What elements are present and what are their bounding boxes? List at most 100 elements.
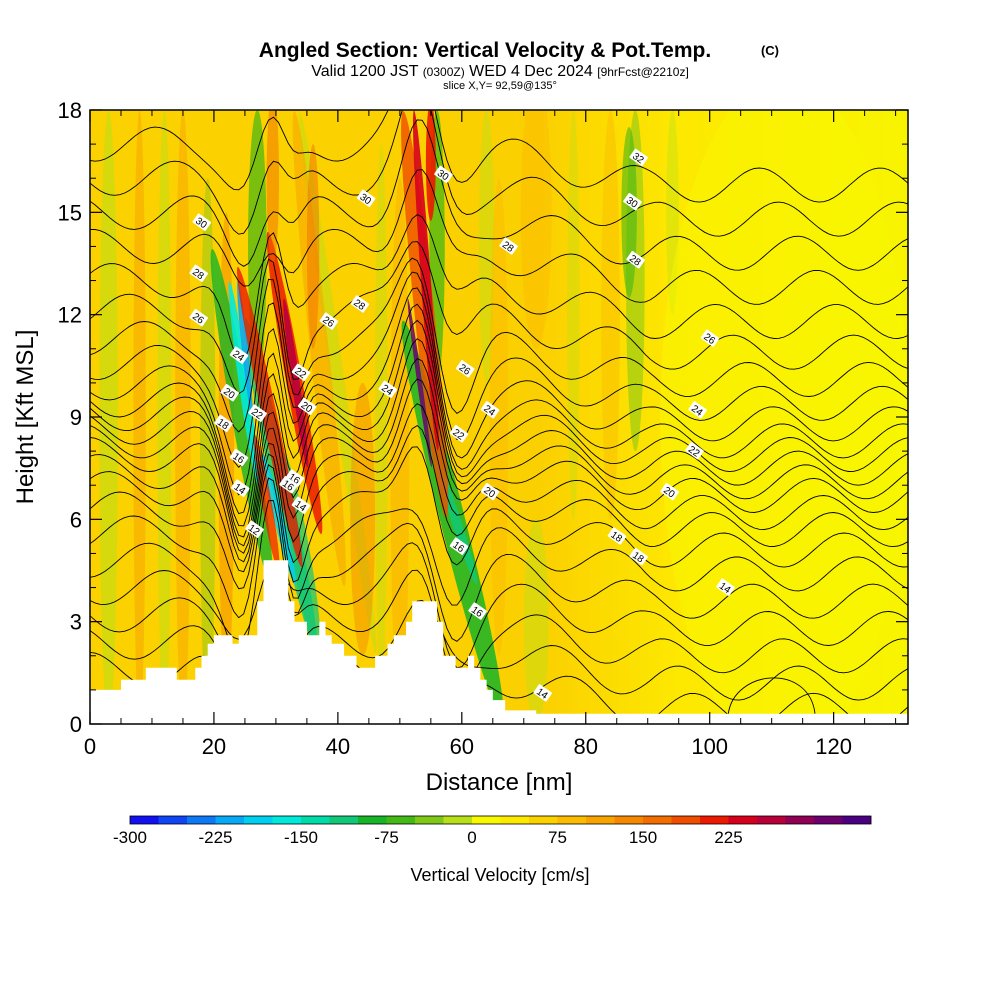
theta-contour-label-bg <box>700 329 720 347</box>
theta-contour-label: 22 <box>685 441 704 460</box>
theta-contour-label-bg <box>248 404 267 422</box>
theta-contour-line <box>90 110 908 203</box>
colorbar-swatch <box>586 816 615 824</box>
y-tick-label: 12 <box>58 303 82 328</box>
velocity-band <box>306 144 320 349</box>
theta-contour-label: 22 <box>248 404 267 422</box>
colorbar-tick-label: -75 <box>374 828 399 847</box>
colorbar-tick-label: 0 <box>467 828 476 847</box>
theta-contour-label: 20 <box>480 482 500 501</box>
velocity-band <box>567 110 580 520</box>
theta-contour-label-bg <box>499 237 518 255</box>
colorbar-label: Vertical Velocity [cm/s] <box>410 865 589 885</box>
velocity-band <box>520 110 552 349</box>
theta-contour-line <box>90 403 908 563</box>
colorbar-swatch <box>671 816 701 824</box>
velocity-band <box>407 298 432 468</box>
colorbar-swatch <box>272 816 302 824</box>
theta-contour-label-bg <box>629 547 649 566</box>
colorbar-tick-label: 225 <box>714 828 742 847</box>
theta-contour-label: 16 <box>468 602 487 620</box>
colorbar-swatch <box>500 816 530 824</box>
colorbar-swatch <box>700 816 729 824</box>
theta-contour-label-bg <box>291 363 311 381</box>
x-tick-label: 60 <box>450 734 474 759</box>
theta-contour-label-bg <box>229 448 249 467</box>
subtitle-valid-time: Valid 1200 JST <box>311 63 419 80</box>
theta-contour-label: 28 <box>626 250 645 269</box>
velocity-band <box>266 110 280 264</box>
colorbar-swatch <box>842 816 872 824</box>
theta-contour-label-bg <box>434 165 453 184</box>
theta-contour-label-bg <box>189 308 209 327</box>
y-tick-label: 3 <box>70 610 82 635</box>
colorbar-swatch <box>557 816 587 824</box>
theta-contour-label: 20 <box>660 482 680 501</box>
theta-contour-label-bg <box>449 537 469 555</box>
theta-contour-label-bg <box>607 527 627 545</box>
velocity-band <box>292 111 346 587</box>
theta-contour-label: 24 <box>480 401 500 419</box>
colorbar-swatch <box>614 816 644 824</box>
y-axis: 0 3 6 9 12 15 18 <box>58 98 908 737</box>
theta-contour-line <box>90 319 908 527</box>
theta-contour-label: 26 <box>455 360 475 378</box>
velocity-band <box>253 435 280 570</box>
velocity-band <box>228 281 259 485</box>
theta-contour-label: 28 <box>499 237 518 255</box>
theta-contour-label: 20 <box>297 397 317 416</box>
theta-contour-label-bg <box>688 401 707 419</box>
velocity-band <box>523 519 549 724</box>
colorbar-tick-label: -150 <box>284 828 318 847</box>
theta-contour-label-bg <box>660 482 680 501</box>
theta-contour-label-bg <box>629 148 649 167</box>
theta-contour-label: 24 <box>688 401 707 419</box>
theta-contour-label-bg <box>279 476 298 494</box>
theta-contour-label-bg <box>350 295 370 313</box>
y-tick-label: 15 <box>58 200 82 225</box>
x-tick-label: 100 <box>691 734 728 759</box>
y-tick-label: 18 <box>58 98 82 123</box>
theta-contour-label: 30 <box>623 192 642 211</box>
x-tick-label: 120 <box>815 734 852 759</box>
y-tick-label: 9 <box>70 405 82 430</box>
colorbar-swatch <box>472 816 501 824</box>
chart-title: Angled Section: Vertical Velocity & Pot.… <box>259 39 711 62</box>
colorbar-swatch <box>358 816 387 824</box>
velocity-band <box>660 110 908 724</box>
theta-contour-label-bg <box>297 397 317 416</box>
x-tick-label: 0 <box>84 734 96 759</box>
theta-contour-line <box>90 446 908 590</box>
velocity-band <box>412 110 439 451</box>
theta-contour-label: 28 <box>350 295 370 313</box>
theta-contour-label: 18 <box>214 414 233 433</box>
velocity-band <box>237 280 253 417</box>
chart-subtitle: Valid 1200 JST (0300Z) WED 4 Dec 2024 [9… <box>311 63 689 80</box>
x-axis-label: Distance [nm] <box>426 769 573 796</box>
y-tick-label: 6 <box>70 507 82 532</box>
velocity-band <box>666 110 679 315</box>
subtitle-utc: (0300Z) <box>423 65 465 79</box>
theta-contour-label-bg <box>356 189 376 207</box>
theta-contour-label-bg <box>716 578 735 596</box>
theta-contour-label-bg <box>192 213 212 231</box>
theta-contour-label: 12 <box>245 520 264 538</box>
theta-contour-line <box>90 425 908 573</box>
colorbar-swatch <box>301 816 330 824</box>
colorbar-swatch <box>215 816 245 824</box>
theta-contour-label-bg <box>480 482 500 501</box>
colorbar-swatch <box>443 816 473 824</box>
colorbar-swatch <box>158 816 188 824</box>
theta-contour-label-bg <box>285 469 305 487</box>
colorbar-swatch <box>728 816 758 824</box>
theta-contour-label: 16 <box>449 537 469 555</box>
theta-contour-line <box>90 119 908 271</box>
velocity-band <box>390 178 410 724</box>
theta-contour-label: 26 <box>319 312 339 330</box>
theta-contour-line <box>90 378 908 554</box>
theta-contour-line <box>90 358 908 547</box>
theta-contour-label-bg <box>378 380 398 398</box>
